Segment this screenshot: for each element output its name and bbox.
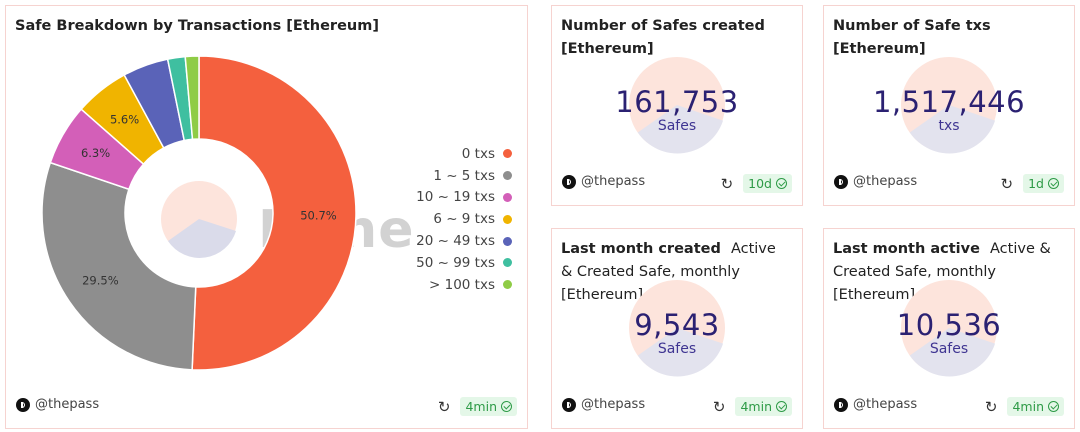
- counter-unit: txs: [938, 118, 960, 134]
- legend-item[interactable]: > 100 txs: [406, 274, 512, 296]
- age-badge: 1d: [1023, 174, 1064, 193]
- author-name: @thepass: [853, 174, 918, 189]
- legend-label: 6 ~ 9 txs: [433, 211, 495, 228]
- safes-created-title: Number of Safes created [Ethereum]: [561, 15, 765, 61]
- counter-unit: Safes: [657, 341, 697, 357]
- legend-item[interactable]: 50 ~ 99 txs: [406, 252, 512, 274]
- refresh-icon[interactable]: ↻: [720, 174, 734, 193]
- legend-item[interactable]: 10 ~ 19 txs: [406, 187, 512, 209]
- safe-txs-panel: Number of Safe txs [Ethereum] 1,517,446 …: [823, 5, 1075, 206]
- check-circle-icon: [501, 401, 512, 412]
- refresh-icon[interactable]: ↻: [437, 397, 451, 416]
- author[interactable]: @thepass: [16, 397, 99, 412]
- breakdown-panel: Safe Breakdown by Transactions [Ethereum…: [5, 5, 528, 429]
- slice-label-3: 5.6%: [110, 113, 139, 127]
- center-emblem-icon: [161, 181, 237, 258]
- legend-label: > 100 txs: [429, 276, 495, 293]
- age-badge: 10d: [743, 174, 792, 193]
- pie-slice-6[interactable]: [184, 55, 200, 141]
- legend-label: 50 ~ 99 txs: [416, 254, 495, 271]
- breakdown-title: Safe Breakdown by Transactions [Ethereum…: [15, 18, 379, 34]
- legend-label: 0 txs: [461, 145, 495, 162]
- legend-label: 10 ~ 19 txs: [416, 189, 495, 206]
- dune-logo-icon: [16, 397, 30, 412]
- title-sub: Active & Created Safe, monthly [Ethereum…: [833, 241, 1051, 303]
- safe-txs-title: Number of Safe txs [Ethereum]: [833, 18, 991, 57]
- slice-label-1: 29.5%: [82, 273, 119, 287]
- last-month-active-title: Last month active Active & Created Safe,…: [833, 238, 1063, 307]
- legend-swatch: [503, 280, 512, 290]
- author-name: @thepass: [35, 397, 100, 412]
- title-main: Last month active: [833, 241, 980, 257]
- counter-bg-icon: [628, 56, 726, 154]
- dune-logo-icon: [562, 174, 576, 189]
- age-text: 1d: [1028, 176, 1044, 191]
- author[interactable]: @thepass: [562, 174, 645, 189]
- legend-item[interactable]: 1 ~ 5 txs: [406, 165, 512, 187]
- legend-swatch: [503, 192, 512, 202]
- last-month-created-panel: Last month created Active & Created Safe…: [551, 228, 803, 429]
- slice-label-0: 50.7%: [300, 209, 337, 223]
- legend-item[interactable]: 6 ~ 9 txs: [406, 208, 512, 230]
- check-circle-icon: [1048, 401, 1059, 412]
- legend-swatch: [503, 171, 512, 181]
- pie-slice-1[interactable]: [41, 161, 197, 371]
- legend-label: 20 ~ 49 txs: [416, 233, 495, 250]
- legend-label: 1 ~ 5 txs: [433, 167, 495, 184]
- refresh-icon[interactable]: ↻: [984, 397, 998, 416]
- last-month-created-title: Last month created Active & Created Safe…: [561, 238, 791, 307]
- counter-bg-icon: [900, 56, 998, 154]
- age-badge: 4min: [460, 397, 517, 416]
- legend-swatch: [503, 258, 512, 268]
- refresh-icon[interactable]: ↻: [712, 397, 726, 416]
- counter-bg-icon: [900, 279, 998, 377]
- counter-value: 9,543: [634, 308, 720, 342]
- pie-chart: 50.7% 29.5% 6.3% 5.6%: [41, 55, 357, 371]
- counter-value: 10,536: [896, 308, 1002, 342]
- dune-logo-icon: [562, 397, 576, 412]
- legend-item[interactable]: 20 ~ 49 txs: [406, 230, 512, 252]
- pie-slice-0[interactable]: [191, 55, 357, 371]
- age-text: 4min: [1012, 399, 1044, 414]
- author-name: @thepass: [581, 174, 646, 189]
- counter-unit: Safes: [657, 118, 697, 134]
- author[interactable]: @thepass: [834, 174, 917, 189]
- author-name: @thepass: [581, 397, 646, 412]
- counter-bg-icon: [628, 279, 726, 377]
- check-circle-icon: [776, 178, 787, 189]
- author-name: @thepass: [853, 397, 918, 412]
- counter-unit: Safes: [929, 341, 969, 357]
- age-text: 4min: [740, 399, 772, 414]
- title-line-2: [Ethereum]: [561, 41, 654, 57]
- check-circle-icon: [1048, 178, 1059, 189]
- refresh-icon[interactable]: ↻: [1000, 174, 1014, 193]
- legend-swatch: [503, 214, 512, 224]
- dune-logo-icon: [834, 174, 848, 189]
- age-text: 4min: [465, 399, 497, 414]
- counter-value: 161,753: [615, 85, 739, 119]
- last-month-active-panel: Last month active Active & Created Safe,…: [823, 228, 1075, 429]
- safes-created-panel: Number of Safes created [Ethereum] 161,75…: [551, 5, 803, 206]
- age-badge: 4min: [1007, 397, 1064, 416]
- legend-swatch: [503, 149, 512, 159]
- legend-swatch: [503, 236, 512, 246]
- author[interactable]: @thepass: [562, 397, 645, 412]
- age-text: 10d: [748, 176, 772, 191]
- dune-logo-icon: [834, 397, 848, 412]
- slice-label-2: 6.3%: [81, 146, 110, 160]
- counter-value: 1,517,446: [872, 85, 1026, 119]
- check-circle-icon: [776, 401, 787, 412]
- title-main: Last month created: [561, 241, 721, 257]
- title-sub: Active & Created Safe, monthly [Ethereum…: [561, 241, 776, 303]
- age-badge: 4min: [735, 397, 792, 416]
- chart-legend: 0 txs 1 ~ 5 txs 10 ~ 19 txs 6 ~ 9 txs 20 ~ 4…: [406, 143, 512, 296]
- author[interactable]: @thepass: [834, 397, 917, 412]
- legend-item[interactable]: 0 txs: [406, 143, 512, 165]
- title-line-1: Number of Safes created: [561, 18, 765, 34]
